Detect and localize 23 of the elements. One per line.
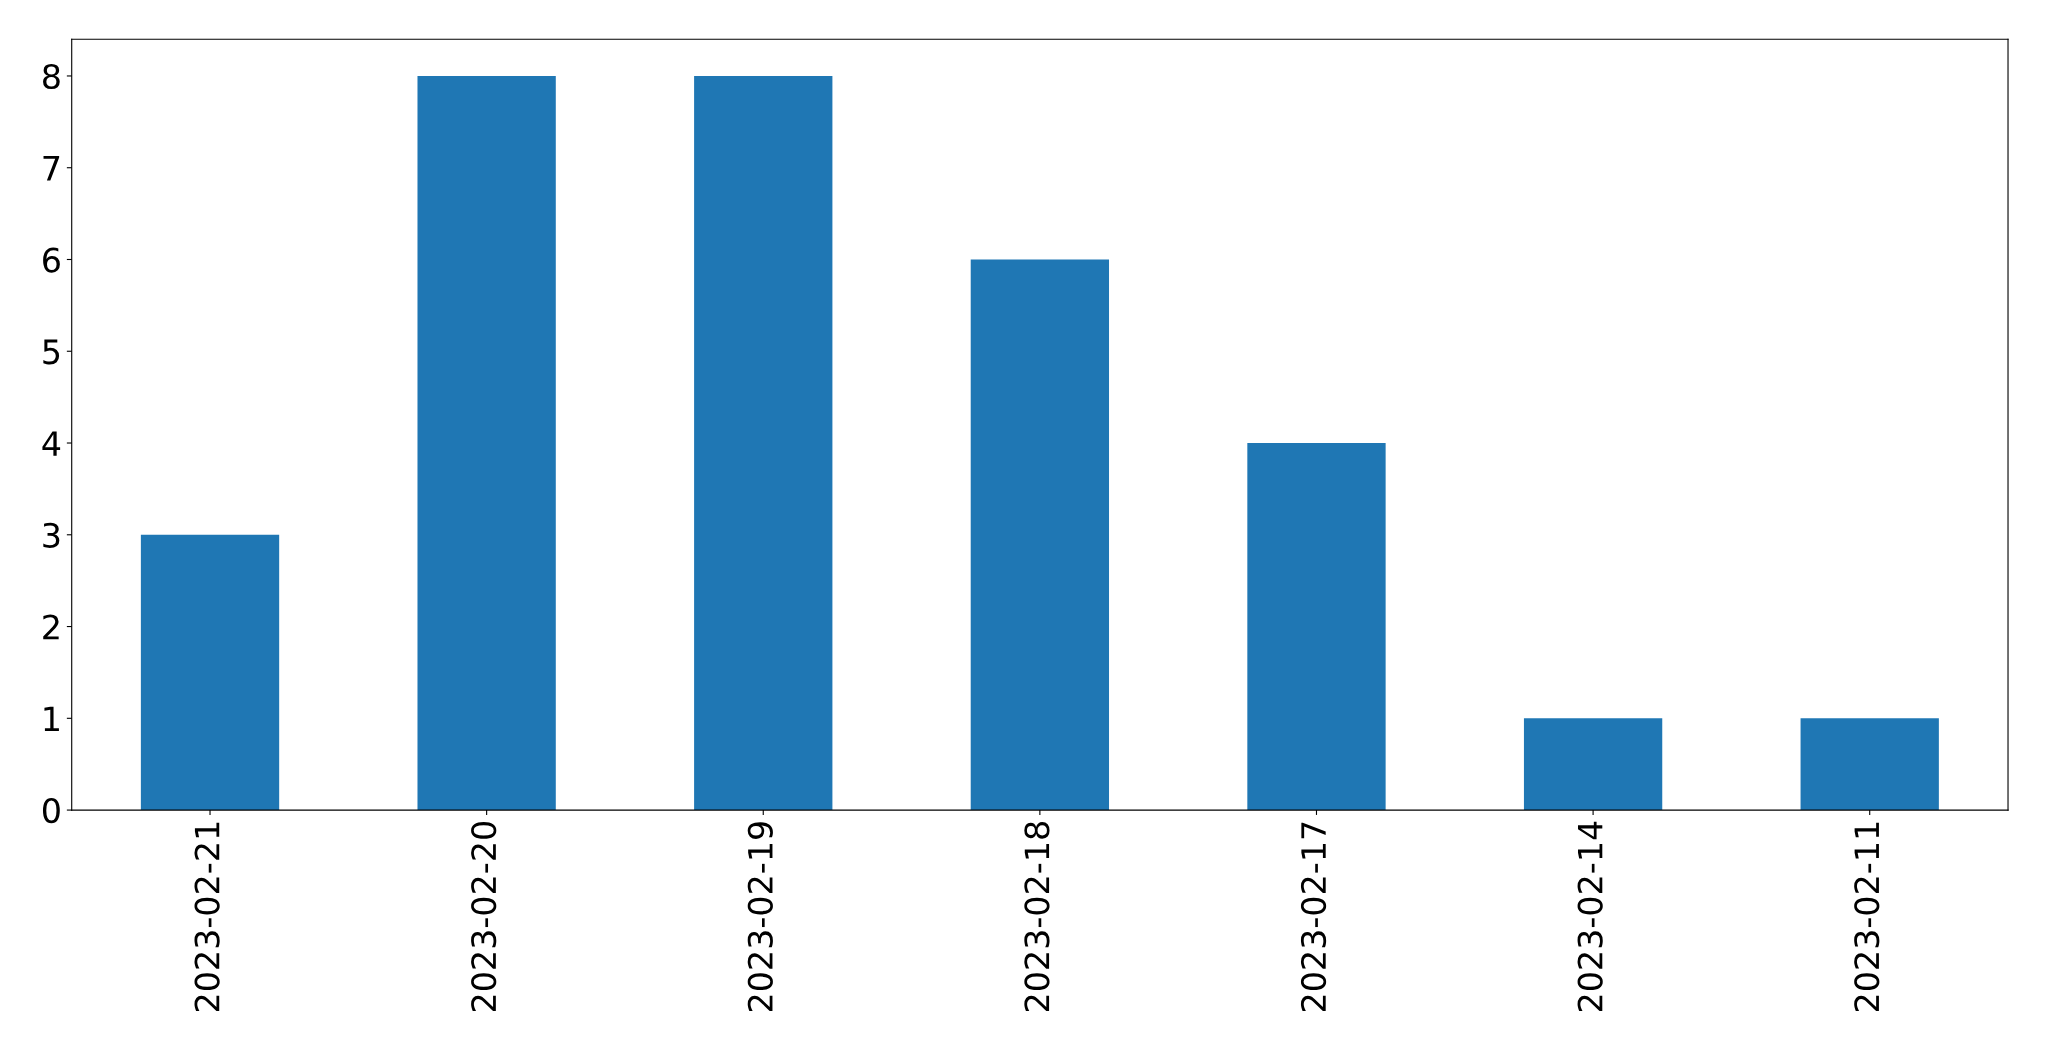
x-tick-label: 2023-02-18 [1024, 822, 1050, 1012]
bar [417, 75, 556, 811]
y-tick-label: 4 [42, 431, 61, 456]
y-tick-label: 8 [43, 63, 60, 90]
bar [1247, 443, 1386, 811]
x-tick-label: 2023-02-19 [747, 822, 773, 1012]
y-tick-label: 0 [42, 798, 60, 824]
bar [140, 534, 280, 811]
bar [970, 259, 1110, 811]
x-tick-label: 2023-02-14 [1577, 821, 1603, 1012]
x-tick-label: 2023-02-11 [1854, 822, 1880, 1012]
y-tick-label: 6 [43, 247, 60, 273]
y-tick-label: 7 [43, 156, 60, 181]
y-tick-label: 3 [43, 522, 60, 548]
y-tick-label: 2 [43, 614, 59, 640]
x-tick-label: 2023-02-17 [1300, 822, 1327, 1012]
bar [694, 75, 833, 811]
bar [1523, 718, 1663, 811]
x-tick-label: 2023-02-20 [471, 822, 497, 1012]
x-tick-label: 2023-02-21 [194, 822, 220, 1012]
bar [1800, 718, 1939, 811]
y-tick-label: 1 [44, 706, 59, 731]
y-tick-label: 5 [43, 339, 60, 365]
